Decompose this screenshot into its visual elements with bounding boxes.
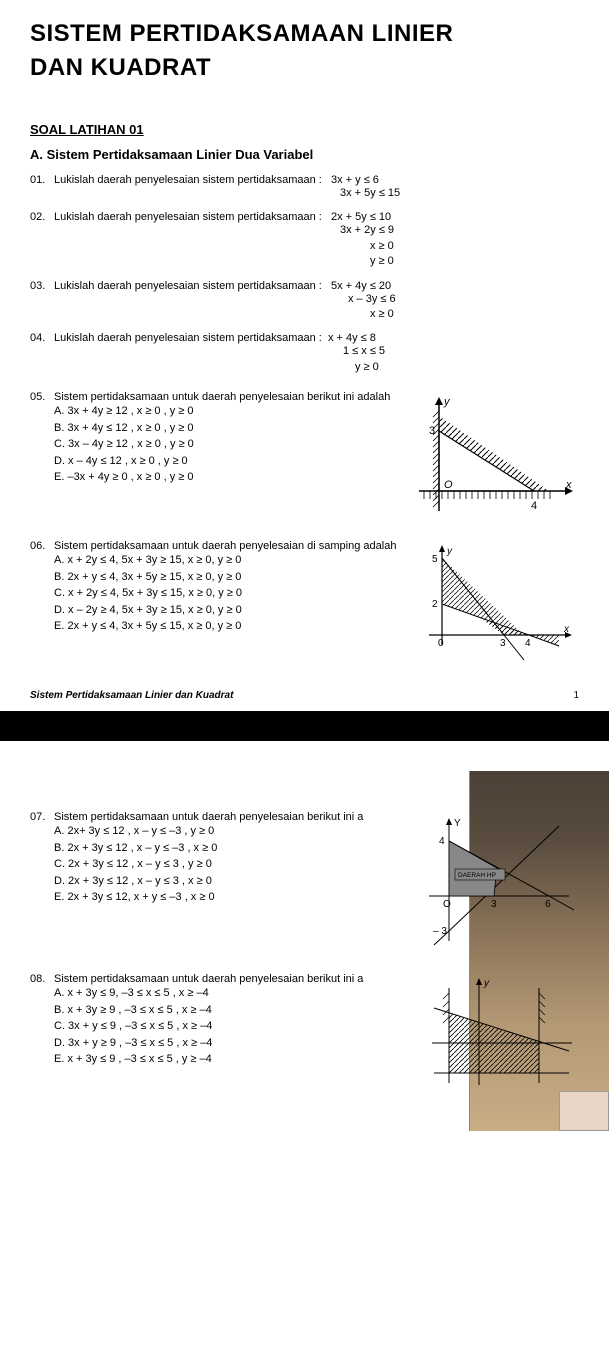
fig05-xlabel: x	[565, 479, 572, 491]
page-footer: Sistem Pertidaksamaan Linier dan Kuadrat…	[30, 690, 579, 701]
section-a-heading: A. Sistem Pertidaksamaan Linier Dua Vari…	[30, 147, 579, 162]
page-2: 07. Sistem pertidaksamaan untuk daerah p…	[0, 741, 609, 1141]
problem-08: 08. Sistem pertidaksamaan untuk daerah p…	[30, 973, 579, 1093]
p08-num: 08.	[30, 973, 54, 985]
svg-text:x: x	[563, 624, 570, 635]
problem-02: 02. Lukislah daerah penyelesaian sistem …	[30, 211, 579, 269]
p08-options: A. x + 3y ≤ 9, –3 ≤ x ≤ 5 , x ≥ –4 B. x …	[30, 985, 414, 1068]
p05-options: A. 3x + 4y ≥ 12 , x ≥ 0 , y ≥ 0 B. 3x + …	[30, 403, 394, 486]
figure-06: 5 2 0 3 4 x y	[414, 540, 579, 660]
fig05-svg: 3 y O 4 x	[404, 391, 579, 526]
page-divider	[0, 711, 609, 741]
camera-thumbnail	[559, 1091, 609, 1131]
problem-05: 05. Sistem pertidaksamaan untuk daerah p…	[30, 391, 579, 526]
footer-page-num: 1	[573, 690, 579, 701]
svg-text:3: 3	[500, 638, 506, 649]
p02-c2: 3x + 2y ≤ 9	[30, 223, 579, 238]
svg-text:Y: Y	[454, 818, 461, 829]
p01-num: 01.	[30, 174, 54, 186]
p08-text: Sistem pertidaksamaan untuk daerah penye…	[54, 973, 363, 985]
svg-text:5: 5	[432, 554, 438, 565]
p01-c2: 3x + 5y ≤ 15	[30, 186, 579, 201]
figure-07: DAERAH HP Y 4 – 3 O 3 6	[419, 811, 579, 951]
svg-text:O: O	[443, 899, 451, 910]
p02-num: 02.	[30, 211, 54, 223]
fig05-origin: O	[444, 479, 453, 491]
p06-text: Sistem pertidaksamaan untuk daerah penye…	[54, 540, 396, 552]
p03-text: Lukislah daerah penyelesaian sistem pert…	[54, 280, 391, 292]
p06-options: A. x + 2y ≤ 4, 5x + 3y ≥ 15, x ≥ 0, y ≥ …	[30, 552, 404, 635]
problem-01: 01. Lukislah daerah penyelesaian sistem …	[30, 174, 579, 201]
figure-05: 3 y O 4 x	[404, 391, 579, 526]
p05-text: Sistem pertidaksamaan untuk daerah penye…	[54, 391, 390, 403]
p03-c3: x ≥ 0	[30, 307, 579, 322]
fig06-svg: 5 2 0 3 4 x y	[414, 540, 579, 660]
problem-04: 04. Lukislah daerah penyelesaian sistem …	[30, 332, 579, 375]
page-1: SISTEM PERTIDAKSAMAAN LINIER DAN KUADRAT…	[0, 0, 609, 711]
p06-num: 06.	[30, 540, 54, 552]
svg-text:y: y	[446, 546, 453, 557]
p02-c4: y ≥ 0	[30, 254, 579, 269]
p03-c2: x – 3y ≤ 6	[30, 292, 579, 307]
p02-text: Lukislah daerah penyelesaian sistem pert…	[54, 211, 391, 223]
p07-text: Sistem pertidaksamaan untuk daerah penye…	[54, 811, 363, 823]
p04-num: 04.	[30, 332, 54, 344]
p02-c3: x ≥ 0	[30, 239, 579, 254]
svg-text:y: y	[483, 978, 490, 989]
svg-text:2: 2	[432, 599, 438, 610]
fig05-xtick: 4	[531, 500, 537, 512]
p01-text: Lukislah daerah penyelesaian sistem pert…	[54, 174, 379, 186]
problem-07: 07. Sistem pertidaksamaan untuk daerah p…	[30, 811, 579, 951]
fig05-ytick: 3	[429, 425, 435, 437]
footer-text: Sistem Pertidaksamaan Linier dan Kuadrat	[30, 690, 233, 701]
svg-text:0: 0	[438, 638, 444, 649]
svg-text:– 3: – 3	[433, 926, 447, 937]
fig07-svg: DAERAH HP Y 4 – 3 O 3 6	[419, 811, 579, 951]
fig05-ylabel: y	[443, 396, 451, 408]
p05-num: 05.	[30, 391, 54, 403]
svg-text:3: 3	[491, 899, 497, 910]
problem-03: 03. Lukislah daerah penyelesaian sistem …	[30, 280, 579, 323]
p04-c2: 1 ≤ x ≤ 5	[30, 344, 579, 359]
title-line2: DAN KUADRAT	[30, 54, 579, 82]
soal-heading: SOAL LATIHAN 01	[30, 122, 579, 137]
title-line1: SISTEM PERTIDAKSAMAAN LINIER	[30, 20, 579, 48]
p03-num: 03.	[30, 280, 54, 292]
problem-06: 06. Sistem pertidaksamaan untuk daerah p…	[30, 540, 579, 660]
p07-options: A. 2x+ 3y ≤ 12 , x – y ≤ –3 , y ≥ 0 B. 2…	[30, 823, 409, 906]
svg-text:6: 6	[545, 899, 551, 910]
fig07-hp-label: DAERAH HP	[458, 872, 496, 879]
svg-text:4: 4	[439, 836, 445, 847]
p04-text: Lukislah daerah penyelesaian sistem pert…	[54, 332, 376, 344]
svg-text:4: 4	[525, 638, 531, 649]
fig08-svg: y	[424, 973, 579, 1093]
p07-num: 07.	[30, 811, 54, 823]
p04-c3: y ≥ 0	[30, 360, 579, 375]
figure-08: y	[424, 973, 579, 1093]
